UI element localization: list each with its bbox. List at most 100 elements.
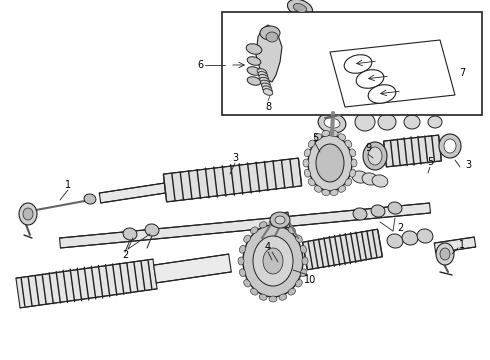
Ellipse shape bbox=[244, 280, 250, 287]
Ellipse shape bbox=[388, 202, 402, 214]
Ellipse shape bbox=[262, 86, 272, 93]
Ellipse shape bbox=[330, 130, 338, 136]
Text: 5: 5 bbox=[427, 157, 433, 167]
Text: 1: 1 bbox=[65, 180, 71, 190]
Ellipse shape bbox=[258, 72, 268, 78]
Ellipse shape bbox=[260, 77, 270, 84]
Ellipse shape bbox=[322, 130, 330, 136]
Ellipse shape bbox=[303, 159, 309, 167]
Ellipse shape bbox=[279, 222, 287, 228]
Ellipse shape bbox=[247, 57, 261, 65]
Ellipse shape bbox=[261, 80, 270, 87]
Ellipse shape bbox=[304, 149, 311, 157]
Ellipse shape bbox=[368, 85, 396, 103]
Ellipse shape bbox=[288, 0, 313, 17]
Ellipse shape bbox=[269, 296, 277, 302]
Ellipse shape bbox=[322, 189, 330, 195]
Ellipse shape bbox=[145, 224, 159, 236]
Ellipse shape bbox=[240, 246, 245, 253]
Ellipse shape bbox=[84, 194, 96, 204]
Text: 5: 5 bbox=[312, 133, 318, 143]
Polygon shape bbox=[59, 203, 431, 248]
Ellipse shape bbox=[247, 67, 261, 75]
Text: 7: 7 bbox=[459, 68, 465, 78]
Ellipse shape bbox=[253, 236, 293, 286]
Ellipse shape bbox=[257, 69, 267, 75]
Ellipse shape bbox=[362, 173, 378, 185]
Ellipse shape bbox=[387, 234, 403, 248]
Ellipse shape bbox=[279, 294, 287, 300]
Text: 3: 3 bbox=[465, 160, 471, 170]
Polygon shape bbox=[330, 40, 455, 107]
Ellipse shape bbox=[266, 32, 278, 42]
Ellipse shape bbox=[259, 294, 267, 300]
Ellipse shape bbox=[308, 135, 352, 191]
Text: 2: 2 bbox=[397, 223, 403, 233]
Text: 9: 9 bbox=[365, 143, 371, 153]
Ellipse shape bbox=[338, 134, 346, 140]
Ellipse shape bbox=[123, 228, 137, 240]
Text: 8: 8 bbox=[265, 102, 271, 112]
Ellipse shape bbox=[352, 171, 368, 183]
Ellipse shape bbox=[288, 227, 295, 234]
Ellipse shape bbox=[436, 243, 454, 265]
Bar bbox=[222, 12, 482, 115]
Ellipse shape bbox=[368, 147, 382, 165]
Ellipse shape bbox=[259, 222, 267, 228]
Ellipse shape bbox=[314, 134, 322, 140]
Ellipse shape bbox=[355, 113, 375, 131]
Polygon shape bbox=[303, 229, 382, 270]
Ellipse shape bbox=[440, 248, 450, 260]
Ellipse shape bbox=[356, 70, 384, 88]
Ellipse shape bbox=[345, 179, 352, 186]
Ellipse shape bbox=[314, 186, 322, 192]
Ellipse shape bbox=[275, 216, 285, 224]
Ellipse shape bbox=[338, 186, 346, 192]
Ellipse shape bbox=[300, 269, 307, 276]
Ellipse shape bbox=[428, 116, 442, 128]
Ellipse shape bbox=[295, 280, 302, 287]
Ellipse shape bbox=[444, 139, 456, 153]
Ellipse shape bbox=[363, 142, 387, 170]
Ellipse shape bbox=[371, 205, 385, 217]
Text: 3: 3 bbox=[232, 153, 238, 163]
Polygon shape bbox=[384, 135, 441, 167]
Ellipse shape bbox=[263, 89, 273, 95]
Ellipse shape bbox=[269, 220, 277, 226]
Ellipse shape bbox=[439, 134, 461, 158]
Polygon shape bbox=[154, 254, 231, 283]
Text: 1: 1 bbox=[459, 240, 465, 250]
Ellipse shape bbox=[260, 26, 280, 40]
Ellipse shape bbox=[288, 288, 295, 295]
Ellipse shape bbox=[263, 248, 283, 274]
Ellipse shape bbox=[353, 208, 367, 220]
Ellipse shape bbox=[304, 169, 311, 177]
Ellipse shape bbox=[308, 140, 315, 147]
Text: 2: 2 bbox=[122, 250, 128, 260]
Ellipse shape bbox=[259, 75, 269, 81]
Ellipse shape bbox=[302, 257, 308, 265]
Ellipse shape bbox=[378, 114, 396, 130]
Ellipse shape bbox=[23, 208, 33, 220]
Ellipse shape bbox=[308, 179, 315, 186]
Polygon shape bbox=[99, 183, 166, 203]
Ellipse shape bbox=[270, 212, 290, 228]
Ellipse shape bbox=[402, 231, 418, 245]
Ellipse shape bbox=[404, 115, 420, 129]
Ellipse shape bbox=[349, 169, 356, 177]
Ellipse shape bbox=[294, 4, 307, 13]
Ellipse shape bbox=[345, 140, 352, 147]
Ellipse shape bbox=[300, 246, 307, 253]
Polygon shape bbox=[272, 212, 290, 228]
Ellipse shape bbox=[324, 118, 340, 128]
Ellipse shape bbox=[349, 149, 356, 157]
Ellipse shape bbox=[250, 288, 258, 295]
Polygon shape bbox=[16, 259, 157, 308]
Ellipse shape bbox=[316, 144, 344, 182]
Polygon shape bbox=[434, 237, 476, 253]
Ellipse shape bbox=[243, 225, 303, 297]
Ellipse shape bbox=[262, 83, 271, 90]
Ellipse shape bbox=[344, 55, 372, 73]
Ellipse shape bbox=[351, 159, 357, 167]
Ellipse shape bbox=[244, 235, 250, 242]
